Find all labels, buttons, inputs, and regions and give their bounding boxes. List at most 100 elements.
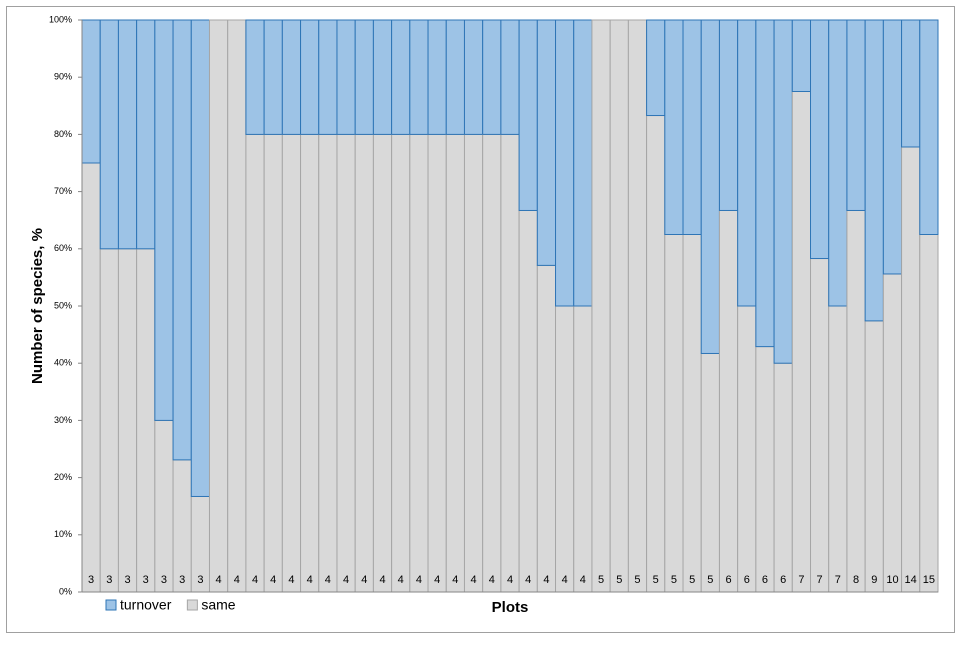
- bar-segment: [664, 19, 684, 235]
- bar-segment: [536, 19, 557, 266]
- x-tick-label: 6: [725, 574, 731, 586]
- x-tick-label: 5: [634, 574, 640, 586]
- x-tick-label: 15: [923, 574, 935, 586]
- bar-segment: [336, 19, 356, 135]
- x-tick-label: 6: [762, 574, 768, 586]
- bar-segment: [518, 19, 538, 211]
- bar-segment: [81, 162, 101, 593]
- y-tick-label: 20%: [54, 472, 72, 482]
- x-tick-label: 4: [543, 574, 549, 586]
- x-tick-label: 5: [653, 574, 659, 586]
- x-tick-label: 5: [616, 574, 622, 586]
- bar-segment: [172, 459, 192, 593]
- bar-segment: [354, 133, 374, 593]
- bar-segment: [318, 19, 338, 135]
- bar-segment: [427, 133, 447, 593]
- bar-segment: [208, 19, 229, 593]
- bar-segment: [227, 19, 247, 593]
- bar-segment: [846, 19, 866, 211]
- x-tick-label: 3: [161, 574, 167, 586]
- bar-segment: [718, 209, 739, 593]
- bar-segment: [773, 19, 793, 364]
- bar-segment: [810, 19, 830, 260]
- legend-label: same: [201, 597, 235, 613]
- bar-segment: [427, 19, 447, 135]
- x-tick-label: 4: [379, 574, 385, 586]
- x-tick-label: 4: [307, 574, 313, 586]
- x-tick-label: 14: [905, 574, 917, 586]
- x-tick-label: 6: [780, 574, 786, 586]
- bar-segment: [846, 209, 866, 593]
- bar-segment: [627, 19, 648, 593]
- x-tick-label: 5: [707, 574, 713, 586]
- bar-segment: [682, 19, 702, 235]
- bar-segment: [864, 320, 884, 593]
- bar-segment: [372, 19, 393, 135]
- bar-segment: [245, 19, 265, 135]
- bar-segment: [154, 19, 174, 421]
- x-tick-label: 4: [489, 574, 495, 586]
- bar-segment: [81, 19, 101, 164]
- y-tick-label: 60%: [54, 243, 72, 253]
- x-tick-label: 4: [216, 574, 222, 586]
- x-tick-label: 5: [689, 574, 695, 586]
- bar-segment: [300, 133, 320, 593]
- bar-segment: [500, 19, 520, 135]
- x-tick-label: 4: [343, 574, 349, 586]
- x-tick-label: 3: [143, 574, 149, 586]
- bar-segment: [463, 19, 484, 135]
- bar-segment: [882, 273, 903, 593]
- bar-segment: [536, 264, 557, 593]
- y-tick-label: 90%: [54, 72, 72, 82]
- y-axis-title: Number of species, %: [29, 228, 46, 384]
- bar-segment: [117, 248, 138, 593]
- x-axis-title: Plots: [492, 599, 529, 616]
- bar-segment: [791, 19, 812, 92]
- x-tick-label: 4: [507, 574, 513, 586]
- y-tick-label: 70%: [54, 186, 72, 196]
- x-tick-label: 3: [197, 574, 203, 586]
- y-tick-label: 40%: [54, 358, 72, 368]
- x-tick-label: 4: [325, 574, 331, 586]
- x-tick-label: 4: [580, 574, 586, 586]
- bar-segment: [919, 234, 939, 593]
- bar-segment: [737, 305, 757, 593]
- x-tick-label: 8: [853, 574, 859, 586]
- legend-swatch: [186, 599, 198, 611]
- x-tick-label: 4: [234, 574, 240, 586]
- bar-segment: [263, 19, 283, 135]
- bar-segment: [901, 19, 921, 148]
- x-tick-label: 4: [361, 574, 367, 586]
- bar-segment: [737, 19, 757, 307]
- bar-segment: [773, 362, 793, 593]
- bar-segment: [919, 19, 939, 235]
- bar-segment: [810, 258, 830, 593]
- x-tick-label: 10: [886, 574, 898, 586]
- x-tick-label: 3: [179, 574, 185, 586]
- x-tick-label: 4: [270, 574, 276, 586]
- x-tick-label: 7: [798, 574, 804, 586]
- bar-segment: [591, 19, 611, 593]
- bar-segment: [463, 133, 484, 593]
- x-tick-label: 4: [452, 574, 458, 586]
- bar-segment: [409, 19, 429, 135]
- y-tick-label: 50%: [54, 300, 72, 310]
- bar-segment: [573, 305, 593, 593]
- bar-segment: [154, 419, 174, 593]
- bar-segment: [99, 19, 119, 250]
- bar-segment: [609, 19, 629, 593]
- bar-segment: [755, 346, 775, 593]
- y-tick-label: 80%: [54, 129, 72, 139]
- bar-segment: [555, 19, 575, 307]
- bar-segment: [555, 305, 575, 593]
- legend-swatch: [105, 599, 117, 611]
- y-tick-label: 100%: [49, 14, 72, 24]
- bar-segment: [882, 19, 903, 275]
- bar-segment: [664, 234, 684, 593]
- bar-segment: [646, 19, 666, 117]
- bar-segment: [190, 19, 210, 497]
- bar-segment: [172, 19, 192, 461]
- x-tick-label: 6: [744, 574, 750, 586]
- bar-segment: [99, 248, 119, 593]
- x-tick-label: 4: [398, 574, 404, 586]
